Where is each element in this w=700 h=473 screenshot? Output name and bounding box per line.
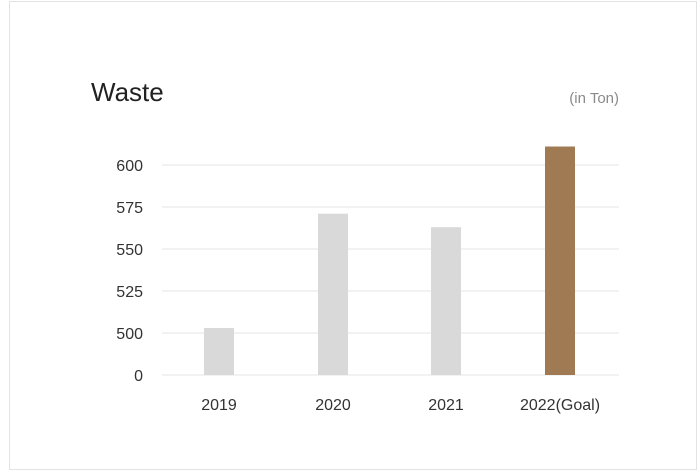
- y-tick-label: 525: [116, 284, 143, 301]
- x-category-label: 2020: [315, 397, 351, 414]
- y-tick-label: 500: [116, 326, 143, 343]
- y-axis-ticks: 0 500 525 550 575 600: [116, 158, 143, 385]
- x-category-label: 2021: [428, 397, 464, 414]
- y-tick-label: 0: [134, 368, 143, 385]
- chart-title: Waste: [91, 77, 164, 107]
- y-tick-label: 575: [116, 200, 143, 217]
- bar-2020: [318, 213, 348, 375]
- unit-label: (in Ton): [569, 90, 619, 107]
- bar-2019: [204, 327, 234, 375]
- x-category-label: 2022(Goal): [520, 397, 600, 414]
- x-category-label: 2019: [201, 397, 237, 414]
- gridlines: [162, 164, 619, 376]
- chart-card: [9, 1, 697, 470]
- y-tick-label: 600: [116, 158, 143, 175]
- y-tick-label: 550: [116, 242, 143, 259]
- bar-2021: [431, 227, 461, 375]
- bar-2022-goal: [545, 146, 575, 375]
- x-axis-labels: 2019 2020 2021 2022(Goal): [201, 397, 600, 414]
- bars: [204, 146, 575, 375]
